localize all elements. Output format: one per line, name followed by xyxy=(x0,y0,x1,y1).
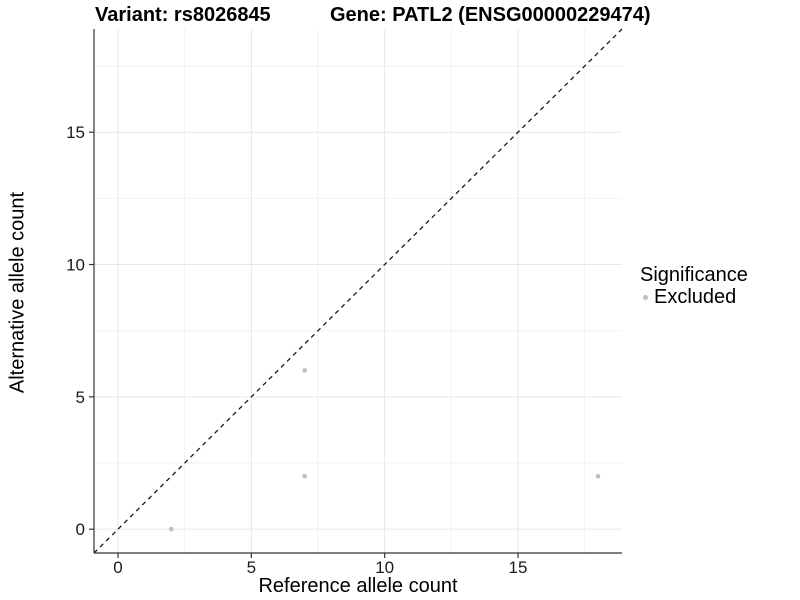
legend-item-label: Excluded xyxy=(654,286,737,308)
data-point xyxy=(302,368,307,373)
legend: Significance Excluded xyxy=(640,264,748,308)
x-tick-label: 10 xyxy=(375,558,394,577)
x-axis-label: Reference allele count xyxy=(258,575,458,597)
y-tick-label: 0 xyxy=(76,520,85,539)
identity-line xyxy=(93,28,623,554)
y-tick-label: 5 xyxy=(76,388,85,407)
y-tick-label: 10 xyxy=(66,256,85,275)
plot-title-variant: Variant: rs8026845 xyxy=(95,4,271,26)
legend-title: Significance xyxy=(640,264,748,286)
y-tick-label: 15 xyxy=(66,123,85,142)
x-tick-label: 0 xyxy=(113,558,122,577)
data-point xyxy=(302,473,307,479)
data-point xyxy=(169,526,174,532)
legend-point-icon xyxy=(643,295,648,300)
x-tick-label: 5 xyxy=(247,558,256,577)
data-point xyxy=(595,473,601,479)
plot-title-gene: Gene: PATL2 (ENSG00000229474) xyxy=(330,4,651,26)
y-axis-label: Alternative allele count xyxy=(6,191,29,394)
legend-item-excluded: Excluded xyxy=(640,287,748,308)
x-tick-label: 15 xyxy=(509,558,528,577)
